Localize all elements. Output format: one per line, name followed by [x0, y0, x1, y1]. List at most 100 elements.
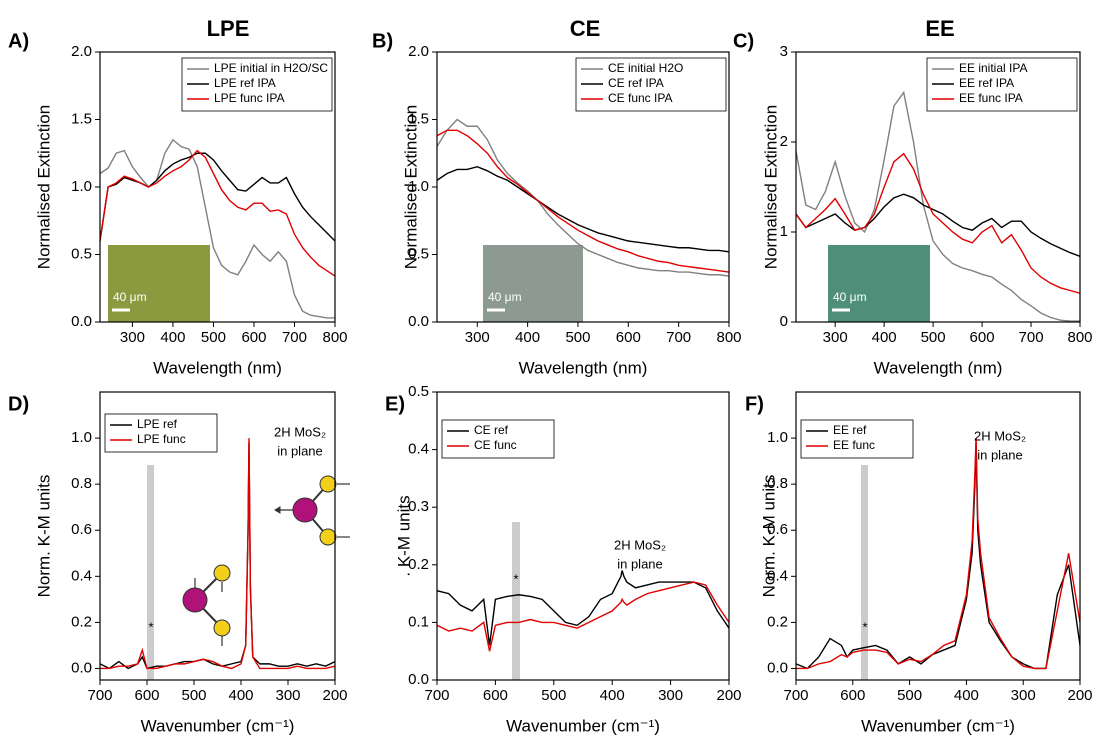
y-tick-label: 2 [780, 133, 788, 150]
x-tick-label: 800 [322, 329, 347, 346]
scale-label: 40 μm [833, 290, 867, 304]
highlight-band [512, 522, 520, 680]
panel-title: LPE [207, 16, 250, 41]
y-tick-label: 0.0 [408, 671, 429, 688]
annotation: 2H MoS₂ [614, 537, 666, 552]
y-axis-label: Normalised Extinction [401, 105, 420, 269]
x-axis-label: Wavenumber (cm⁻¹) [141, 716, 295, 735]
y-tick-label: 0.4 [71, 567, 92, 584]
x-tick-label: 600 [616, 329, 641, 346]
x-tick-label: 400 [160, 329, 185, 346]
x-axis-label: Wavelength (nm) [519, 358, 648, 377]
y-axis-label: Normalised Extinction [34, 105, 53, 269]
y-axis-label: Norm. K-M units [34, 475, 53, 598]
y-tick-label: 0.3 [408, 498, 429, 515]
annotation: 2H MoS₂ [974, 428, 1026, 443]
y-tick-label: 0.8 [767, 475, 788, 492]
legend-box [800, 419, 914, 459]
plot-frame [795, 51, 1081, 323]
x-tick-label: 500 [181, 687, 206, 704]
x-tick-label: 800 [716, 329, 741, 346]
panel-label: A) [8, 30, 29, 52]
x-tick-label: 600 [483, 687, 508, 704]
y-tick-label: 0.2 [767, 613, 788, 630]
y-axis-label: Norm. K-M units [759, 475, 778, 598]
panel-label: D) [8, 393, 29, 415]
y-tick-label: 1.0 [71, 178, 92, 195]
x-tick-label: 400 [872, 329, 897, 346]
series-line [100, 438, 335, 670]
series-line [437, 166, 729, 253]
panel-label: F) [745, 393, 764, 415]
series-line [796, 442, 1080, 670]
x-tick-label: 300 [465, 329, 490, 346]
y-tick-label: 3 [780, 43, 788, 60]
series-line [796, 438, 1080, 670]
annotation: * [148, 619, 153, 634]
y-tick-label: 1.0 [767, 429, 788, 446]
legend-label: EE func IPA [959, 91, 1023, 105]
y-tick-label: 0.0 [71, 313, 92, 330]
legend-box [104, 413, 218, 453]
scale-label: 40 μm [488, 290, 522, 304]
x-tick-label: 700 [424, 687, 449, 704]
x-tick-label: 800 [1067, 329, 1092, 346]
series-line [100, 152, 335, 242]
annotation: in plane [617, 556, 663, 571]
y-tick-label: 2.0 [71, 43, 92, 60]
annotation: in plane [977, 447, 1023, 462]
y-tick-label: 0.2 [408, 556, 429, 573]
y-tick-label: 1.5 [408, 110, 429, 127]
y-tick-label: 0.0 [767, 659, 788, 676]
x-tick-label: 500 [897, 687, 922, 704]
legend-label: CE func IPA [608, 91, 672, 105]
x-axis-label: Wavelength (nm) [874, 358, 1003, 377]
panel-title: EE [925, 16, 954, 41]
x-tick-label: 500 [565, 329, 590, 346]
series-line [796, 193, 1080, 257]
legend-label: CE initial H2O [608, 61, 683, 75]
y-axis-label: . K-M units [394, 495, 413, 576]
series-line [100, 149, 335, 277]
panel-label: B) [372, 30, 393, 52]
y-tick-label: 0.5 [71, 245, 92, 262]
y-tick-label: 0.4 [767, 567, 788, 584]
annotation: * [513, 571, 518, 586]
legend-label: EE func [833, 438, 875, 452]
x-tick-label: 300 [823, 329, 848, 346]
x-tick-label: 400 [228, 687, 253, 704]
x-tick-label: 700 [783, 687, 808, 704]
x-tick-label: 200 [322, 687, 347, 704]
y-tick-label: 0.5 [408, 383, 429, 400]
legend-label: LPE ref IPA [214, 76, 276, 90]
x-tick-label: 400 [954, 687, 979, 704]
legend-box [441, 419, 555, 459]
x-tick-label: 300 [275, 687, 300, 704]
x-tick-label: 500 [541, 687, 566, 704]
series-line [100, 442, 335, 670]
x-tick-label: 600 [134, 687, 159, 704]
x-tick-label: 600 [840, 687, 865, 704]
legend-label: CE ref [474, 423, 509, 437]
y-tick-label: 0 [780, 313, 788, 330]
x-tick-label: 500 [201, 329, 226, 346]
y-axis-label: Normalised Extinction [761, 105, 780, 269]
plot-frame [436, 391, 730, 681]
x-tick-label: 700 [87, 687, 112, 704]
annotation: * [862, 619, 867, 634]
x-tick-label: 300 [120, 329, 145, 346]
x-tick-label: 200 [1067, 687, 1092, 704]
legend-label: LPE func IPA [214, 91, 284, 105]
x-tick-label: 700 [1019, 329, 1044, 346]
x-tick-label: 700 [666, 329, 691, 346]
y-tick-label: 1.0 [71, 429, 92, 446]
legend-label: CE func [474, 438, 517, 452]
legend-label: LPE ref [137, 417, 178, 431]
